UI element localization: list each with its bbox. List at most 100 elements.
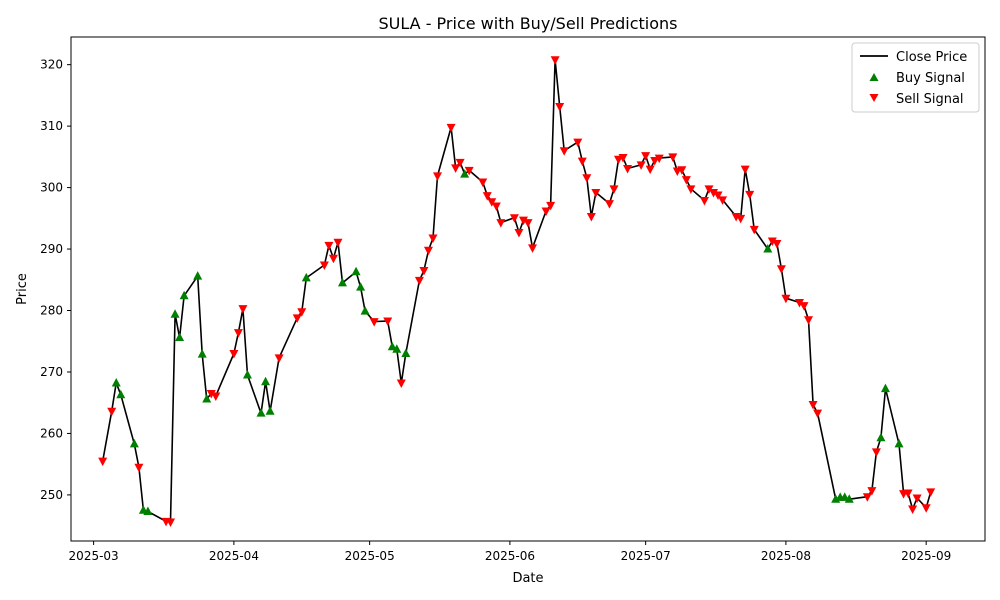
y-tick-label: 300 — [40, 181, 63, 195]
sell-signal-marker — [428, 234, 438, 243]
sell-signal-marker — [641, 152, 651, 161]
x-tick-label: 2025-08 — [761, 549, 811, 563]
sell-signal-marker — [559, 147, 569, 156]
y-tick-label: 320 — [40, 58, 63, 72]
buy-signal-marker — [265, 406, 275, 415]
sell-signal-marker — [903, 489, 913, 499]
sell-signal-marker — [577, 157, 587, 167]
sell-signal-marker — [509, 214, 519, 223]
y-axis-title: Price — [15, 273, 30, 305]
sell-signal-marker — [433, 172, 443, 181]
sell-signal-marker — [324, 241, 334, 251]
buy-signal-marker — [143, 506, 153, 515]
sell-signal-marker — [446, 123, 456, 133]
legend-box — [851, 42, 980, 113]
sell-signal-marker — [555, 102, 565, 112]
sell-signal-marker — [709, 189, 719, 198]
buy-signal-marker — [392, 344, 402, 353]
buy-signal-marker — [763, 244, 773, 253]
buy-signal-marker — [356, 282, 366, 291]
buy-signal-marker — [351, 266, 361, 276]
x-tick-label: 2025-07 — [621, 549, 671, 563]
sell-signal-marker — [546, 201, 556, 211]
sell-signal-marker — [776, 265, 786, 274]
buy-signal-marker — [111, 378, 121, 387]
chart-title: SULA - Price with Buy/Sell Predictions — [379, 14, 678, 33]
sell-signal-marker — [808, 401, 818, 410]
sell-signal-marker — [491, 202, 501, 212]
legend-sell-label: Sell Signal — [896, 92, 964, 107]
sell-signal-marker — [582, 174, 592, 183]
sell-signal-marker — [718, 196, 728, 205]
sell-signal-marker — [414, 276, 424, 286]
sell-signal-marker — [478, 178, 488, 188]
sell-signal-marker — [514, 228, 524, 238]
y-tick-label: 250 — [40, 488, 63, 502]
sell-signal-marker — [229, 350, 239, 359]
sell-signal-marker — [736, 214, 746, 224]
sell-signal-marker — [274, 354, 284, 363]
sell-signal-marker — [623, 165, 633, 174]
sell-signal-marker — [319, 261, 329, 271]
buy-signal-marker — [261, 376, 271, 386]
buy-signal-marker — [876, 432, 886, 442]
sell-signal-marker — [419, 267, 429, 276]
sell-signal-marker — [921, 504, 931, 513]
sell-signal-marker — [604, 200, 614, 209]
legend-close-label: Close Price — [896, 50, 967, 65]
sell-signal-marker — [528, 244, 538, 253]
sell-signal-marker — [799, 302, 809, 311]
sell-signal-marker — [645, 165, 655, 175]
sell-signal-marker — [328, 254, 338, 264]
sell-signal-marker — [573, 138, 583, 148]
sell-signal-marker — [745, 190, 755, 200]
sell-signal-marker — [586, 212, 596, 222]
sell-signal-marker — [681, 176, 691, 185]
sell-signal-marker — [134, 463, 144, 473]
sell-signal-marker — [871, 448, 881, 457]
sell-signal-marker — [654, 154, 664, 164]
buy-signal-marker — [337, 277, 347, 287]
buy-signal-marker — [256, 408, 266, 417]
sell-signal-marker — [292, 314, 302, 323]
buy-signal-marker — [170, 309, 180, 318]
legend: Close Price Buy Signal Sell Signal — [851, 42, 980, 113]
sell-signal-marker — [523, 219, 533, 228]
sell-signal-marker — [767, 237, 777, 247]
x-tick-label: 2025-03 — [69, 549, 119, 563]
buy-signal-marker — [242, 370, 252, 379]
buy-signal-marker — [179, 290, 189, 300]
buy-signal-marker — [401, 348, 411, 358]
legend-buy-label: Buy Signal — [896, 71, 965, 86]
x-tick-label: 2025-06 — [485, 549, 535, 563]
sell-signal-marker — [333, 238, 343, 248]
legend-buy-marker — [869, 73, 879, 81]
sell-signal-marker — [609, 185, 619, 194]
sell-signal-marker — [867, 487, 877, 496]
buy-signal-marker — [460, 169, 470, 178]
sell-signal-marker — [794, 299, 804, 308]
sell-signal-marker — [166, 518, 176, 527]
sell-signal-marker — [650, 157, 660, 166]
sell-signal-marker — [804, 316, 814, 325]
sell-signal-marker — [541, 207, 551, 216]
sell-signal-marker — [713, 191, 723, 200]
buy-signal-marker — [175, 332, 185, 342]
y-tick-label: 290 — [40, 242, 63, 256]
y-axis: 250 260 270 280 290 300 310 320 — [40, 58, 71, 502]
sell-signal-marker — [749, 225, 759, 235]
sell-signal-marker — [772, 240, 782, 249]
sell-signal-marker — [618, 153, 628, 163]
close-price-line — [101, 58, 932, 523]
sell-signal-marker — [487, 198, 497, 207]
buy-signal-marker — [202, 394, 212, 403]
sell-signal-marker — [383, 317, 393, 326]
sell-signal-marker — [396, 379, 406, 389]
x-tick-label: 2025-04 — [209, 549, 259, 563]
sell-signal-marker — [591, 189, 601, 198]
buy-signal-marker — [387, 341, 397, 351]
sell-signal-marker — [238, 305, 248, 314]
sell-signal-marker — [740, 165, 750, 175]
